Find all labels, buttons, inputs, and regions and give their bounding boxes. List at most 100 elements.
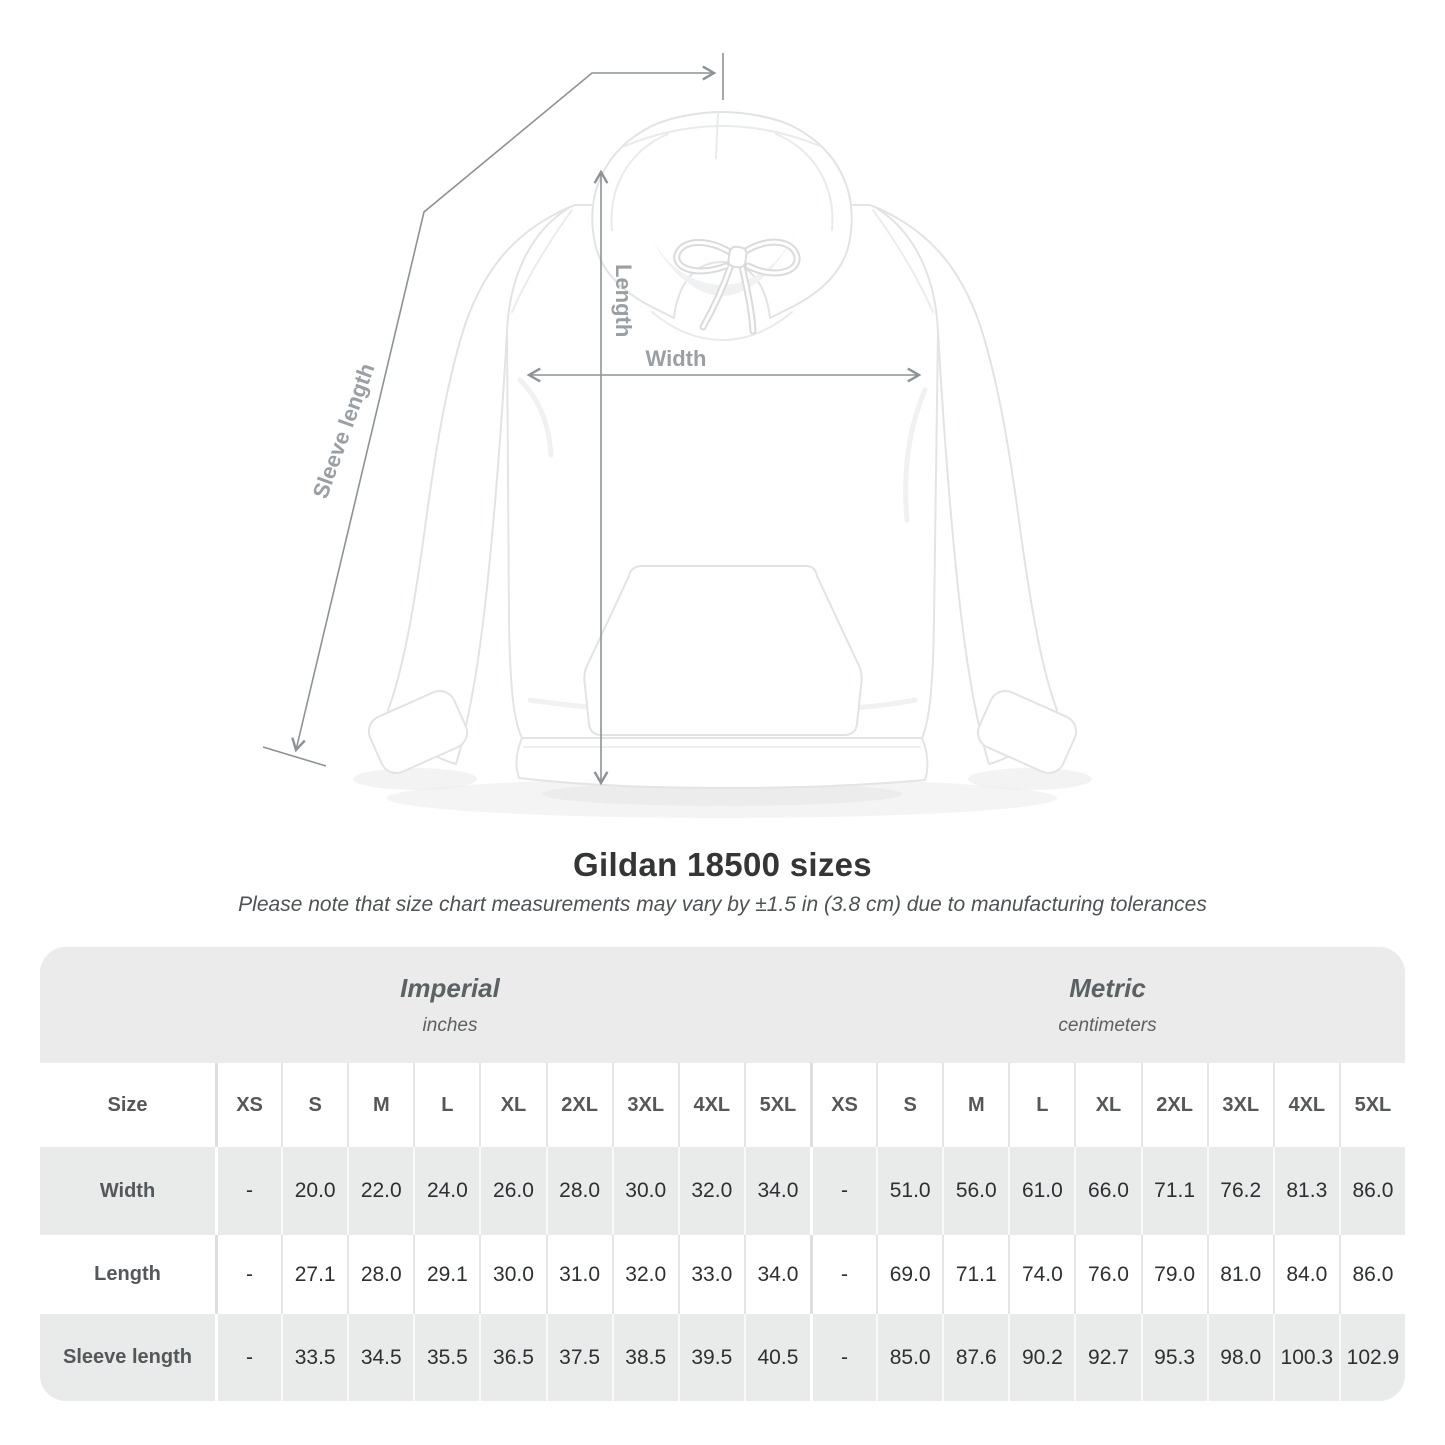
table-cell: - [810,1147,876,1235]
row-label: Width [99,1179,156,1202]
table-cell: 100.3 [1272,1314,1339,1401]
table-cell: 87.6 [942,1314,1008,1401]
hoodie-shadow [353,768,1092,818]
size-column-header: S [876,1063,942,1147]
size-column-header: 5XL [1338,1063,1405,1147]
table-cell: 34.0 [743,1235,810,1314]
metric-label: Metric [1069,973,1146,1003]
unit-group-metric: Metric centimeters [810,947,1405,1063]
table-row-length: Length - 27.1 28.0 29.1 30.0 31.0 32.0 3… [40,1235,1405,1314]
table-cell: 90.2 [1008,1314,1074,1401]
table-cell: 95.3 [1140,1314,1207,1401]
table-cell: 31.0 [545,1235,612,1314]
table-cell: 33.5 [281,1314,347,1401]
imperial-label: Imperial [400,973,500,1003]
table-cell: 86.0 [1338,1147,1405,1235]
table-cell: 35.5 [413,1314,479,1401]
size-column-header: XS [215,1063,281,1147]
table-cell: 92.7 [1074,1314,1140,1401]
table-row-width: Width - 20.0 22.0 24.0 26.0 28.0 30.0 32… [40,1147,1405,1235]
table-cell: 69.0 [876,1235,942,1314]
size-column-header: XL [479,1063,545,1147]
table-cell: 74.0 [1008,1235,1074,1314]
tolerance-note: Please note that size chart measurements… [238,893,1207,916]
table-cell: 38.5 [611,1314,678,1401]
table-cell: - [810,1235,876,1314]
table-cell: - [215,1314,281,1401]
unit-group-imperial: Imperial inches [40,947,810,1063]
table-cell: 84.0 [1272,1235,1339,1314]
table-cell: 71.1 [942,1235,1008,1314]
size-column-header: L [1008,1063,1074,1147]
table-cell: - [215,1147,281,1235]
table-cell: 30.0 [611,1147,678,1235]
size-column-header: XS [810,1063,876,1147]
table-cell: 30.0 [479,1235,545,1314]
metric-unit: centimeters [1058,1015,1157,1036]
table-cell: 39.5 [677,1314,744,1401]
table-cell: - [215,1235,281,1314]
table-cell: 20.0 [281,1147,347,1235]
width-label: Width [646,346,707,371]
row-label: Length [94,1263,161,1285]
hoodie-illustration [367,111,1078,790]
table-cell: 34.0 [743,1147,810,1235]
table-cell: 28.0 [545,1147,612,1235]
size-table: Imperial inches Metric centimeters Size … [40,947,1405,1401]
table-cell: - [810,1314,876,1401]
table-cell: 28.0 [347,1235,413,1314]
page-title: Gildan 18500 sizes [573,846,872,883]
unit-header-row: Imperial inches Metric centimeters [40,947,1405,1063]
table-cell: 26.0 [479,1147,545,1235]
table-cell: 32.0 [677,1147,744,1235]
hoodie-measurement-diagram: Length Width Sleeve length [262,53,1092,818]
hoodie-hem [515,737,929,790]
table-cell: 32.0 [611,1235,678,1314]
size-column-header: 3XL [1206,1063,1273,1147]
size-column-header: XL [1074,1063,1140,1147]
table-cell: 27.1 [281,1235,347,1314]
sleeve-length-arrow [291,65,717,753]
table-cell: 36.5 [479,1314,545,1401]
table-row-sleeve-length: Sleeve length - 33.5 34.5 35.5 36.5 37.5… [40,1314,1405,1401]
size-column-header: 2XL [545,1063,612,1147]
size-header-row: Size XS S M L XL 2XL 3XL 4XL 5XL XS S M … [40,1063,1405,1147]
table-cell: 81.3 [1272,1147,1339,1235]
size-column-header: M [347,1063,413,1147]
table-cell: 81.0 [1206,1235,1273,1314]
table-cell: 51.0 [876,1147,942,1235]
size-column-header: 2XL [1140,1063,1207,1147]
sleeve-length-label: Sleeve length [308,360,380,502]
table-cell: 22.0 [347,1147,413,1235]
table-cell: 79.0 [1140,1235,1207,1314]
table-cell: 86.0 [1338,1235,1405,1314]
table-cell: 61.0 [1008,1147,1074,1235]
table-cell: 98.0 [1206,1314,1273,1401]
table-cell: 66.0 [1074,1147,1140,1235]
sleeve-length-bottom-tick [262,746,327,767]
table-cell: 33.0 [677,1235,744,1314]
table-cell: 76.0 [1074,1235,1140,1314]
table-cell: 102.9 [1338,1314,1405,1401]
row-label: Sleeve length [63,1346,192,1368]
size-column-header: 5XL [743,1063,810,1147]
size-corner-label: Size [107,1093,148,1116]
size-column-header: S [281,1063,347,1147]
hoodie-pocket [583,565,863,736]
size-column-header: 4XL [677,1063,744,1147]
length-label: Length [611,264,636,337]
table-cell: 40.5 [743,1314,810,1401]
table-cell: 85.0 [876,1314,942,1401]
size-column-header: M [942,1063,1008,1147]
hoodie-cuff-right [976,690,1078,774]
imperial-unit: inches [422,1015,478,1036]
table-cell: 37.5 [545,1314,612,1401]
measurement-lines [262,53,922,786]
size-column-header: 4XL [1272,1063,1339,1147]
table-cell: 29.1 [413,1235,479,1314]
size-column-header: L [413,1063,479,1147]
size-column-header: 3XL [611,1063,678,1147]
table-cell: 34.5 [347,1314,413,1401]
table-cell: 56.0 [942,1147,1008,1235]
